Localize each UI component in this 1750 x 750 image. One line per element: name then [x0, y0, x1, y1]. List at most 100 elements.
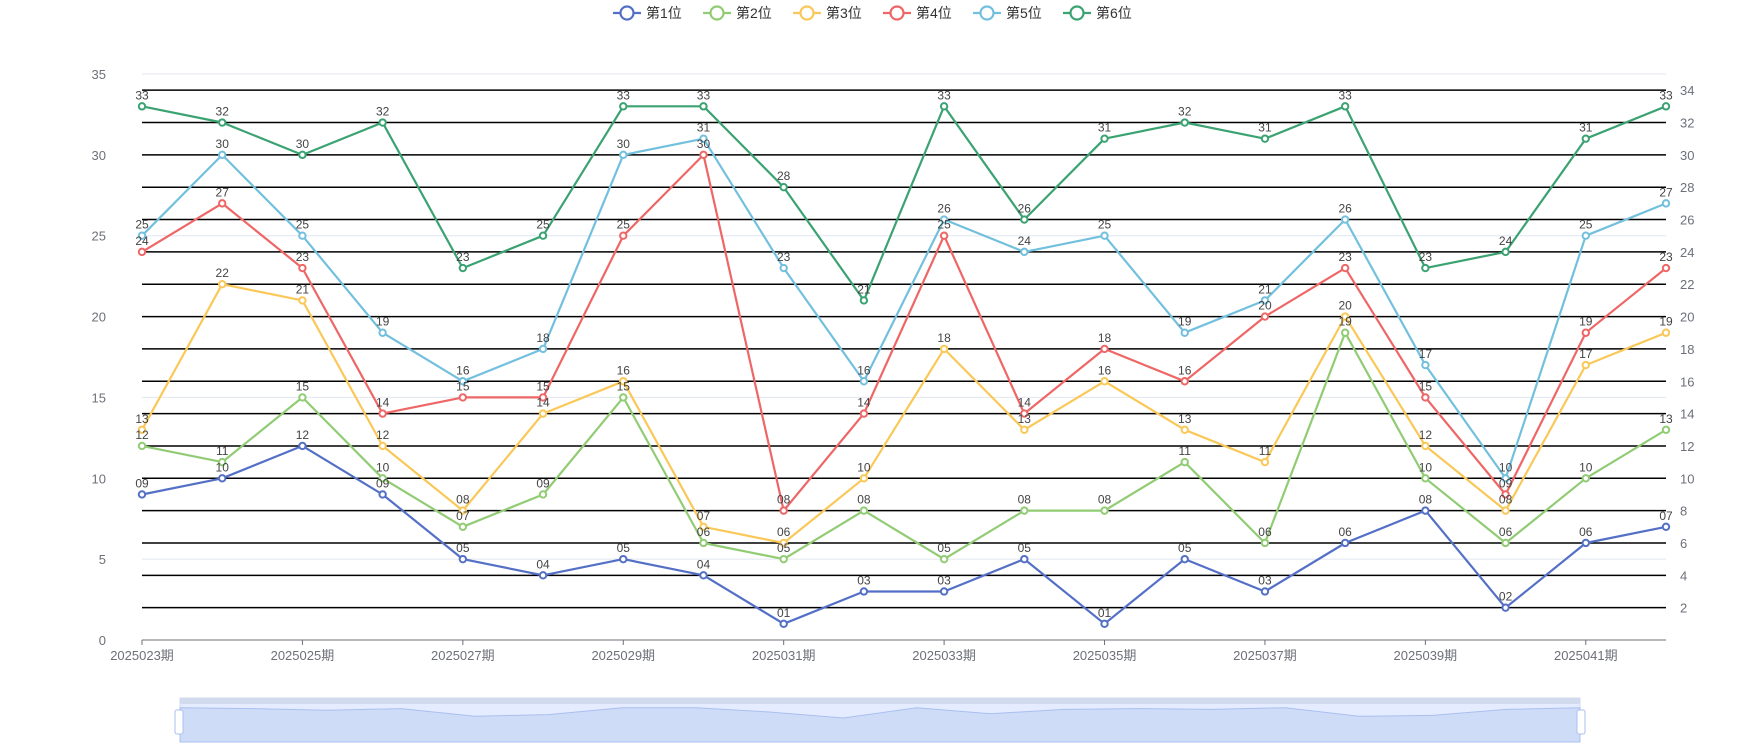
data-point[interactable] — [779, 183, 788, 192]
data-point[interactable] — [1020, 215, 1029, 224]
data-point[interactable] — [538, 344, 548, 354]
data-point[interactable] — [1260, 312, 1270, 321]
data-point[interactable] — [538, 409, 548, 418]
data-point[interactable] — [1421, 474, 1430, 483]
data-point[interactable] — [298, 231, 307, 240]
data-point[interactable] — [137, 102, 147, 111]
data-point[interactable] — [378, 441, 387, 451]
data-point[interactable] — [859, 587, 869, 596]
data-point[interactable] — [1501, 474, 1510, 483]
data-point[interactable] — [1020, 409, 1029, 418]
data-point[interactable] — [458, 506, 468, 515]
data-point[interactable] — [939, 344, 949, 354]
data-point[interactable] — [298, 150, 307, 160]
data-point[interactable] — [298, 441, 307, 451]
legend-item-2[interactable]: 第2位 — [703, 5, 772, 21]
data-point[interactable] — [1020, 247, 1029, 257]
data-point[interactable] — [619, 377, 628, 386]
data-point[interactable] — [458, 377, 468, 386]
data-point[interactable] — [699, 522, 708, 531]
data-point[interactable] — [619, 554, 628, 564]
data-point[interactable] — [1581, 474, 1590, 483]
data-point[interactable] — [538, 231, 548, 240]
data-point[interactable] — [1020, 425, 1029, 434]
legend-item-5[interactable]: 第5位 — [973, 5, 1042, 21]
data-point[interactable] — [218, 118, 227, 127]
data-point[interactable] — [939, 215, 949, 224]
data-point[interactable] — [378, 409, 387, 418]
data-point[interactable] — [1340, 328, 1350, 337]
data-point[interactable] — [1180, 328, 1189, 337]
data-point[interactable] — [378, 328, 387, 337]
data-point[interactable] — [619, 102, 628, 111]
data-point[interactable] — [1180, 377, 1189, 386]
data-point[interactable] — [1340, 538, 1350, 548]
data-point[interactable] — [779, 506, 788, 515]
data-point[interactable] — [1340, 263, 1350, 273]
data-point[interactable] — [939, 231, 949, 240]
data-point[interactable] — [1501, 247, 1510, 257]
data-point[interactable] — [137, 490, 147, 499]
data-point[interactable] — [699, 102, 708, 111]
data-point[interactable] — [1581, 538, 1590, 548]
data-point[interactable] — [1421, 506, 1430, 515]
data-point[interactable] — [939, 554, 949, 564]
data-point[interactable] — [298, 296, 307, 305]
data-point[interactable] — [1020, 506, 1029, 515]
data-point[interactable] — [218, 280, 227, 289]
data-point[interactable] — [1260, 457, 1270, 467]
data-point[interactable] — [1340, 312, 1350, 321]
data-point[interactable] — [1421, 441, 1430, 451]
data-point[interactable] — [939, 587, 949, 596]
data-point[interactable] — [859, 409, 869, 418]
data-point[interactable] — [458, 554, 468, 564]
data-point[interactable] — [298, 393, 307, 402]
data-point[interactable] — [458, 522, 468, 531]
data-point[interactable] — [1180, 425, 1189, 434]
data-point[interactable] — [1501, 490, 1510, 499]
data-point[interactable] — [1581, 360, 1590, 370]
slider-handle-right[interactable] — [1576, 709, 1586, 735]
data-point[interactable] — [939, 102, 949, 111]
data-point[interactable] — [137, 441, 147, 451]
data-point[interactable] — [1100, 619, 1109, 629]
data-point[interactable] — [1180, 118, 1189, 127]
slider-handle-left[interactable] — [174, 709, 184, 735]
data-point[interactable] — [458, 263, 468, 273]
data-point[interactable] — [619, 231, 628, 240]
data-point[interactable] — [779, 554, 788, 564]
data-point[interactable] — [378, 474, 387, 483]
data-point[interactable] — [779, 619, 788, 629]
data-point[interactable] — [298, 263, 307, 273]
data-point[interactable] — [859, 506, 869, 515]
data-point[interactable] — [699, 150, 708, 160]
data-point[interactable] — [458, 393, 468, 402]
data-point[interactable] — [859, 296, 869, 305]
data-point[interactable] — [218, 199, 227, 208]
slider-top-bar[interactable] — [180, 698, 1580, 704]
data-point[interactable] — [779, 538, 788, 548]
data-point[interactable] — [1260, 134, 1270, 143]
data-point[interactable] — [699, 571, 708, 580]
data-point[interactable] — [1180, 554, 1189, 564]
data-point[interactable] — [218, 474, 227, 483]
data-point[interactable] — [779, 263, 788, 273]
data-point[interactable] — [1581, 231, 1590, 240]
data-point[interactable] — [137, 231, 147, 240]
legend-item-4[interactable]: 第4位 — [883, 5, 952, 21]
data-point[interactable] — [1421, 360, 1430, 370]
data-point[interactable] — [218, 457, 227, 467]
data-point[interactable] — [1661, 328, 1671, 337]
data-point[interactable] — [619, 150, 628, 160]
data-point[interactable] — [1661, 102, 1671, 111]
data-point[interactable] — [378, 118, 387, 127]
data-point[interactable] — [1100, 134, 1109, 143]
data-point[interactable] — [1501, 603, 1510, 612]
data-point[interactable] — [1020, 554, 1029, 564]
data-point[interactable] — [1260, 538, 1270, 548]
data-point[interactable] — [538, 490, 548, 499]
data-point[interactable] — [1581, 328, 1590, 337]
legend-item-3[interactable]: 第3位 — [793, 5, 862, 21]
data-point[interactable] — [1180, 457, 1189, 467]
data-point[interactable] — [1100, 231, 1109, 240]
